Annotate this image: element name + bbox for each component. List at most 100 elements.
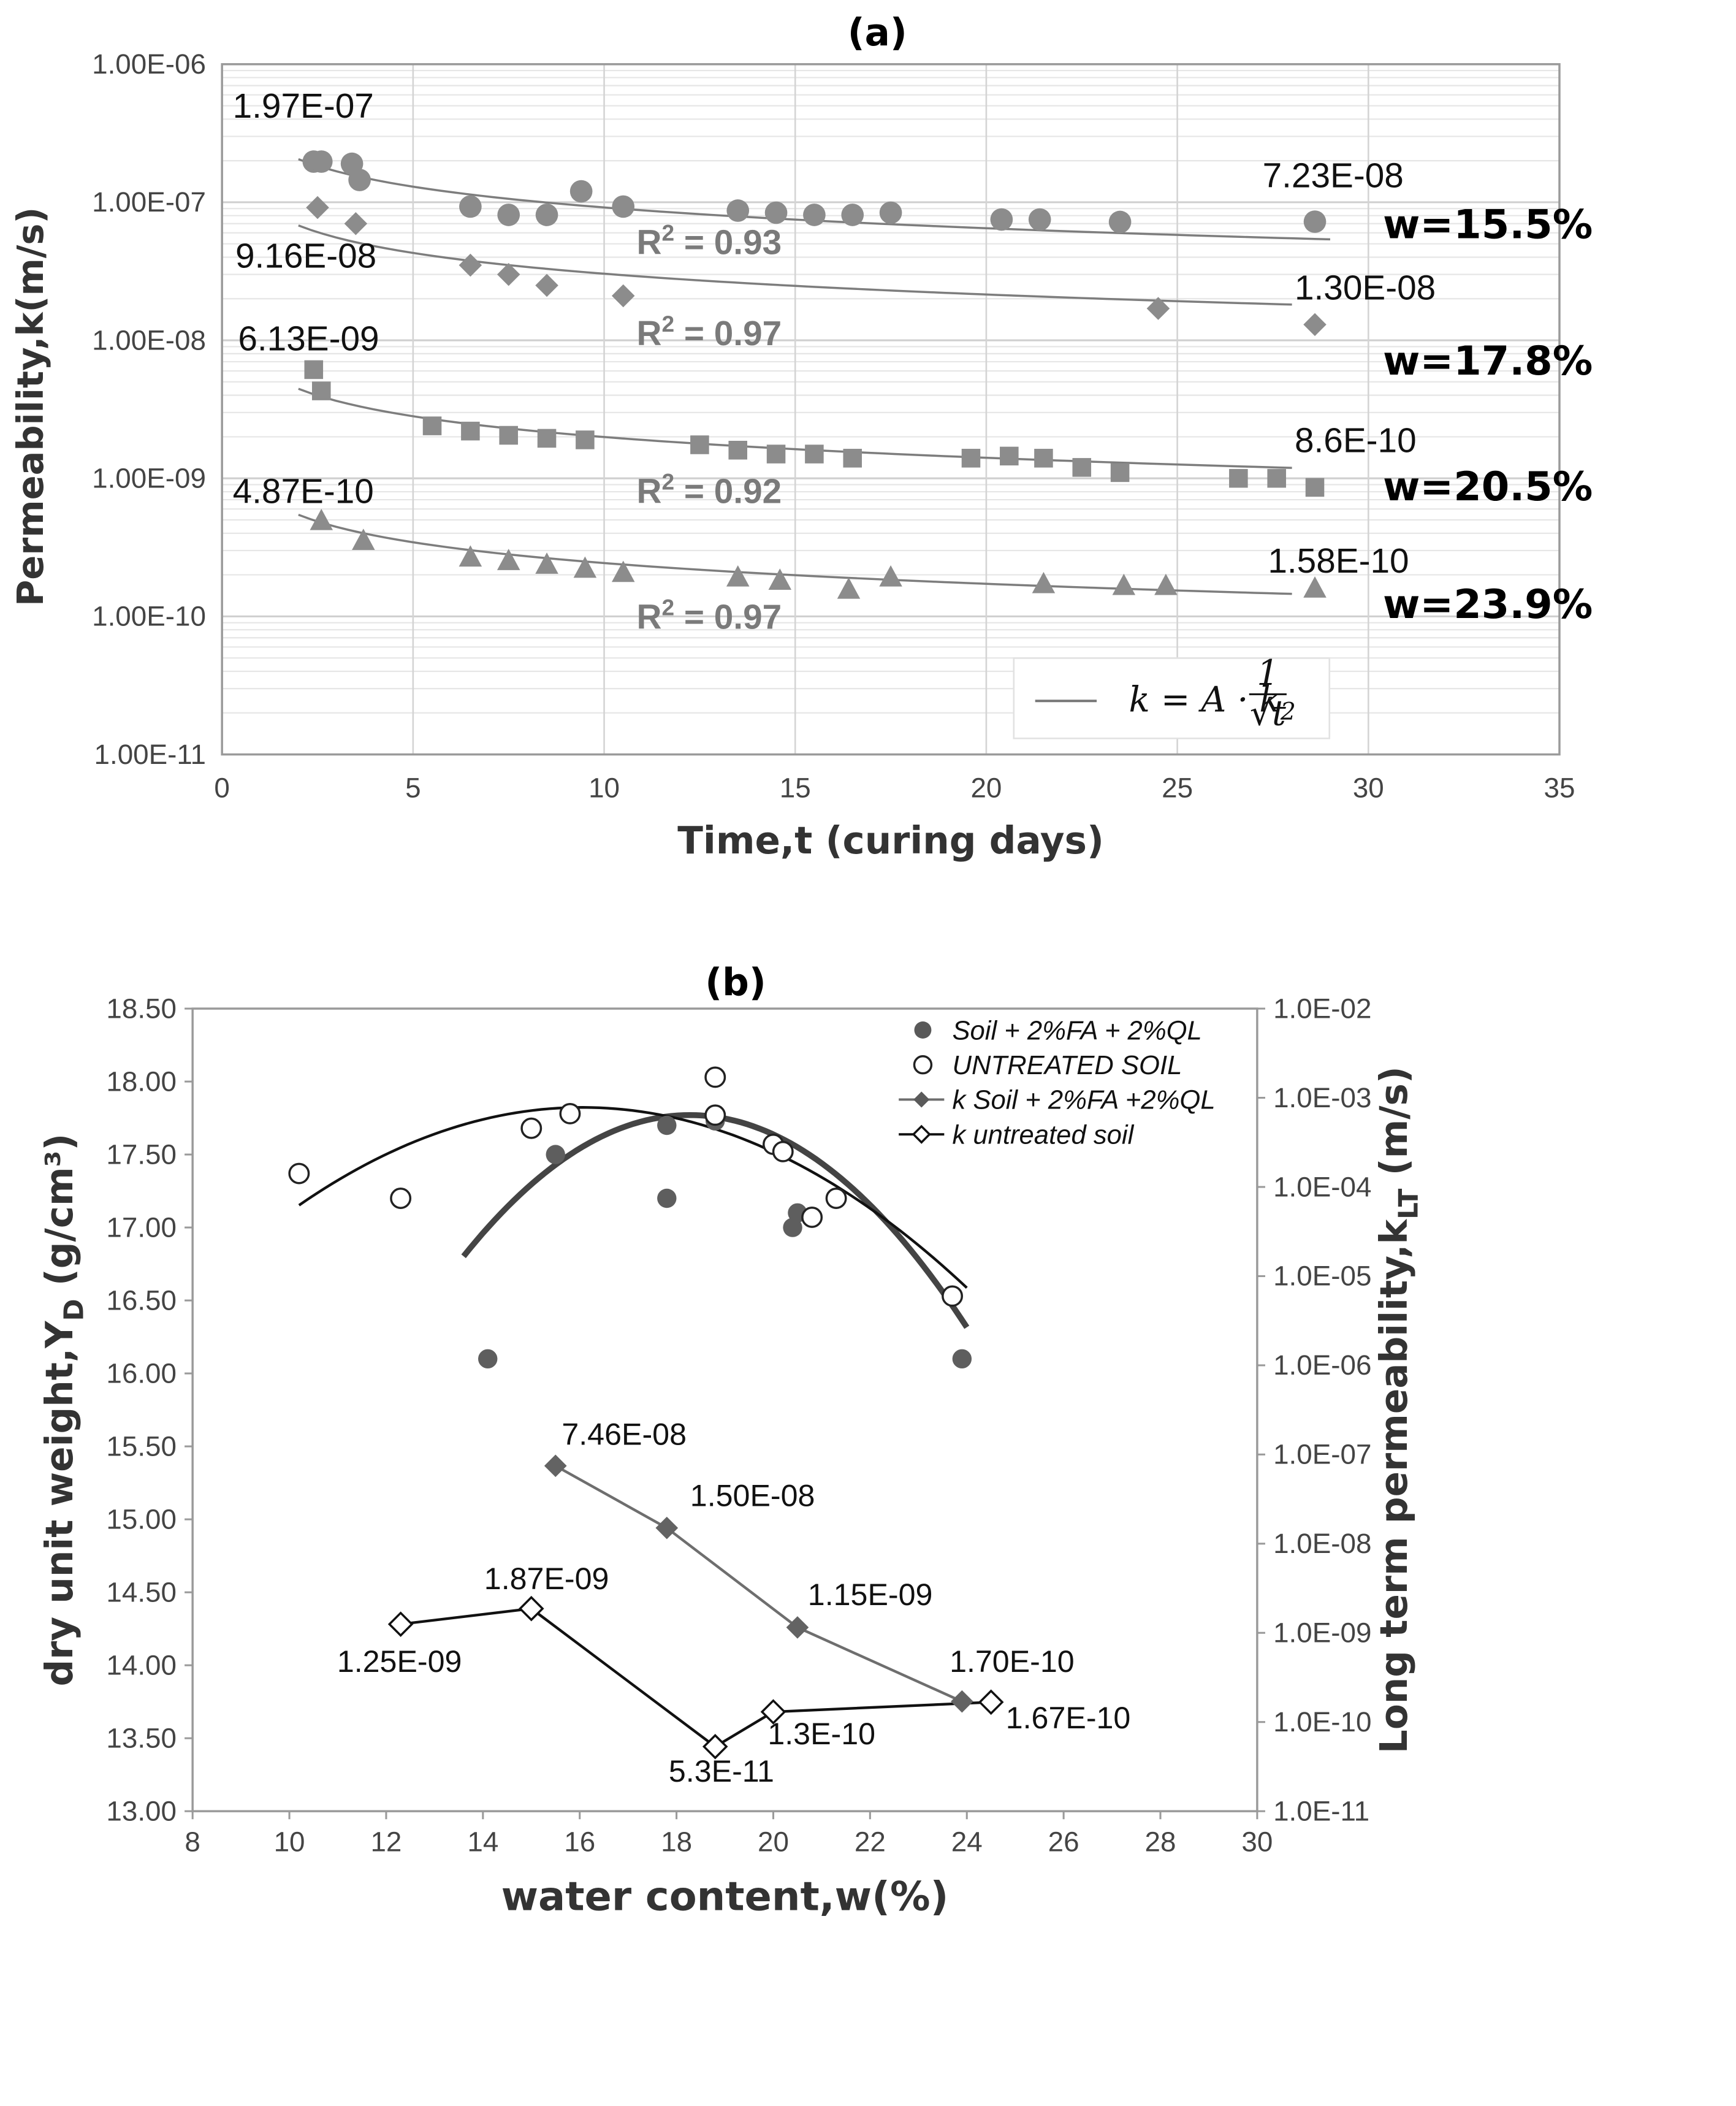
b-x-tick-label: 22 (855, 1826, 886, 1858)
a-point-triangle (1112, 573, 1136, 595)
b-legend-marker-k-treated (913, 1091, 930, 1108)
b-point-k-untreated (702, 1734, 728, 1760)
b-legend-label-untreated: UNTREATED SOIL (952, 1051, 1182, 1080)
b-y-left-tick-label: 16.00 (106, 1357, 177, 1389)
a-r2-23.9: R2 = 0.97 (637, 595, 782, 637)
figure-root: (a) 0 5 10 15 20 25 30 35 1.00E-11 1.00E-10 1.00E-… (9, 11, 1593, 1920)
a-x-tick-label: 5 (405, 772, 421, 803)
a-y-tick-label: 1.00E-11 (94, 739, 206, 770)
a-y-tick-label: 1.00E-08 (92, 324, 206, 356)
panel-b-plot-border (191, 1007, 1258, 1812)
a-point-circle (990, 208, 1013, 231)
a-start-label-23.9: 4.87E-10 (233, 472, 374, 511)
b-y-left-tick-label: 18.00 (106, 1066, 177, 1097)
panel-a: (a) 0 5 10 15 20 25 30 35 1.00E-11 1.00E-10 1.00E-… (9, 11, 1593, 863)
b-y-right-tick-label: 1.0E-10 (1273, 1706, 1371, 1738)
b-point-k-treated (655, 1516, 679, 1539)
b-k-label-treated-2: 1.15E-09 (808, 1578, 933, 1612)
a-point-triangle (1303, 576, 1327, 598)
a-point-circle (1028, 208, 1051, 231)
a-start-label-20.5: 6.13E-09 (238, 320, 379, 359)
panel-a-y-axis-title: Permeability,k(m/s) (9, 207, 51, 606)
b-point-treated (783, 1218, 802, 1237)
a-end-label-23.9: 1.58E-10 (1268, 542, 1409, 581)
a-point-circle (764, 201, 788, 224)
a-x-tick-label: 35 (1544, 772, 1575, 803)
b-legend-label-treated: Soil + 2%FA + 2%QL (952, 1016, 1201, 1045)
b-x-tick-label: 14 (467, 1826, 498, 1858)
a-point-square (422, 416, 442, 435)
b-point-untreated (520, 1117, 542, 1139)
a-point-triangle (497, 549, 520, 570)
b-point-k-untreated (387, 1611, 414, 1637)
a-point-square (805, 444, 824, 464)
b-y-left-tick-label: 18.50 (106, 993, 177, 1024)
b-y-right-tick-label: 1.0E-05 (1273, 1261, 1371, 1292)
a-point-square (843, 449, 862, 468)
a-point-circle (348, 169, 371, 191)
panel-b-y-axis-title-right: Long term permeability,kLT (m/s) (1372, 1066, 1424, 1753)
b-point-untreated (288, 1162, 310, 1185)
b-point-k-treated (951, 1690, 973, 1713)
a-point-diamond (611, 284, 635, 308)
b-k-label-treated-3: 1.70E-10 (950, 1644, 1075, 1679)
a-x-tick-label: 25 (1162, 772, 1193, 803)
a-x-tick-label: 10 (588, 772, 620, 803)
panel-a-title: (a) (848, 11, 907, 55)
a-point-triangle (459, 545, 482, 567)
b-legend-label-k-treated: k Soil + 2%FA +2%QL (952, 1086, 1215, 1115)
b-x-tick-label: 8 (185, 1826, 200, 1858)
b-x-tick-label: 12 (370, 1826, 402, 1858)
b-y-left-tick-label: 14.00 (106, 1649, 177, 1681)
b-k-label-untreated-3: 1.3E-10 (767, 1717, 875, 1751)
a-legend-equation: k = A · k2 (1129, 680, 1295, 726)
a-point-triangle (879, 565, 902, 587)
b-point-k-untreated (978, 1689, 1004, 1715)
a-point-square (728, 440, 748, 460)
panel-b-ticks: 8 10 12 14 16 18 20 22 24 26 28 30 13.00 13.50 14.00 14… (106, 993, 1371, 1857)
b-k-label-untreated-4: 1.67E-10 (1006, 1701, 1131, 1735)
b-point-untreated (559, 1102, 581, 1124)
panel-a-plot-border (221, 63, 1561, 756)
a-legend-eq-denominator: √t (1250, 693, 1286, 734)
a-start-label-15.5: 1.97E-07 (233, 87, 374, 126)
a-point-diamond (344, 212, 368, 235)
b-y-right-tick-label: 1.0E-02 (1273, 993, 1371, 1024)
a-point-square (961, 449, 981, 468)
a-point-triangle (310, 508, 333, 530)
a-point-circle (459, 195, 482, 218)
b-point-untreated (801, 1206, 823, 1228)
b-point-treated (478, 1349, 498, 1369)
a-point-square (1110, 463, 1130, 483)
b-y-left-tick-label: 15.50 (106, 1430, 177, 1462)
a-point-square (311, 381, 331, 400)
panel-a-grid (221, 63, 1561, 756)
a-point-circle (1108, 210, 1132, 234)
b-y-left-tick-label: 14.50 (106, 1576, 177, 1608)
a-point-circle (841, 204, 864, 226)
b-y-right-tick-label: 1.0E-09 (1273, 1617, 1371, 1649)
a-point-triangle (535, 552, 558, 574)
b-point-untreated (704, 1104, 726, 1126)
a-x-tick-label: 15 (780, 772, 811, 803)
a-end-label-15.5: 7.23E-08 (1263, 156, 1404, 195)
a-point-square (1072, 458, 1092, 477)
a-w-label-17.8: w=17.8% (1383, 338, 1593, 384)
b-x-tick-label: 26 (1048, 1826, 1079, 1858)
b-point-treated (657, 1188, 677, 1208)
b-point-k-untreated (760, 1699, 786, 1725)
b-y-left-tick-label: 15.00 (106, 1503, 177, 1535)
a-point-square (304, 360, 324, 380)
panel-a-legend: k = A · k2 1 √t (1013, 653, 1331, 739)
b-y-right-tick-label: 1.0E-07 (1273, 1439, 1371, 1470)
a-point-square (690, 435, 709, 454)
a-x-tick-label: 0 (214, 772, 229, 803)
a-point-triangle (837, 577, 861, 599)
a-y-tick-label: 1.00E-09 (92, 462, 206, 494)
a-point-circle (879, 201, 902, 224)
b-x-tick-label: 18 (661, 1826, 692, 1858)
a-point-square (766, 444, 786, 464)
a-end-label-17.8: 1.30E-08 (1295, 269, 1436, 308)
